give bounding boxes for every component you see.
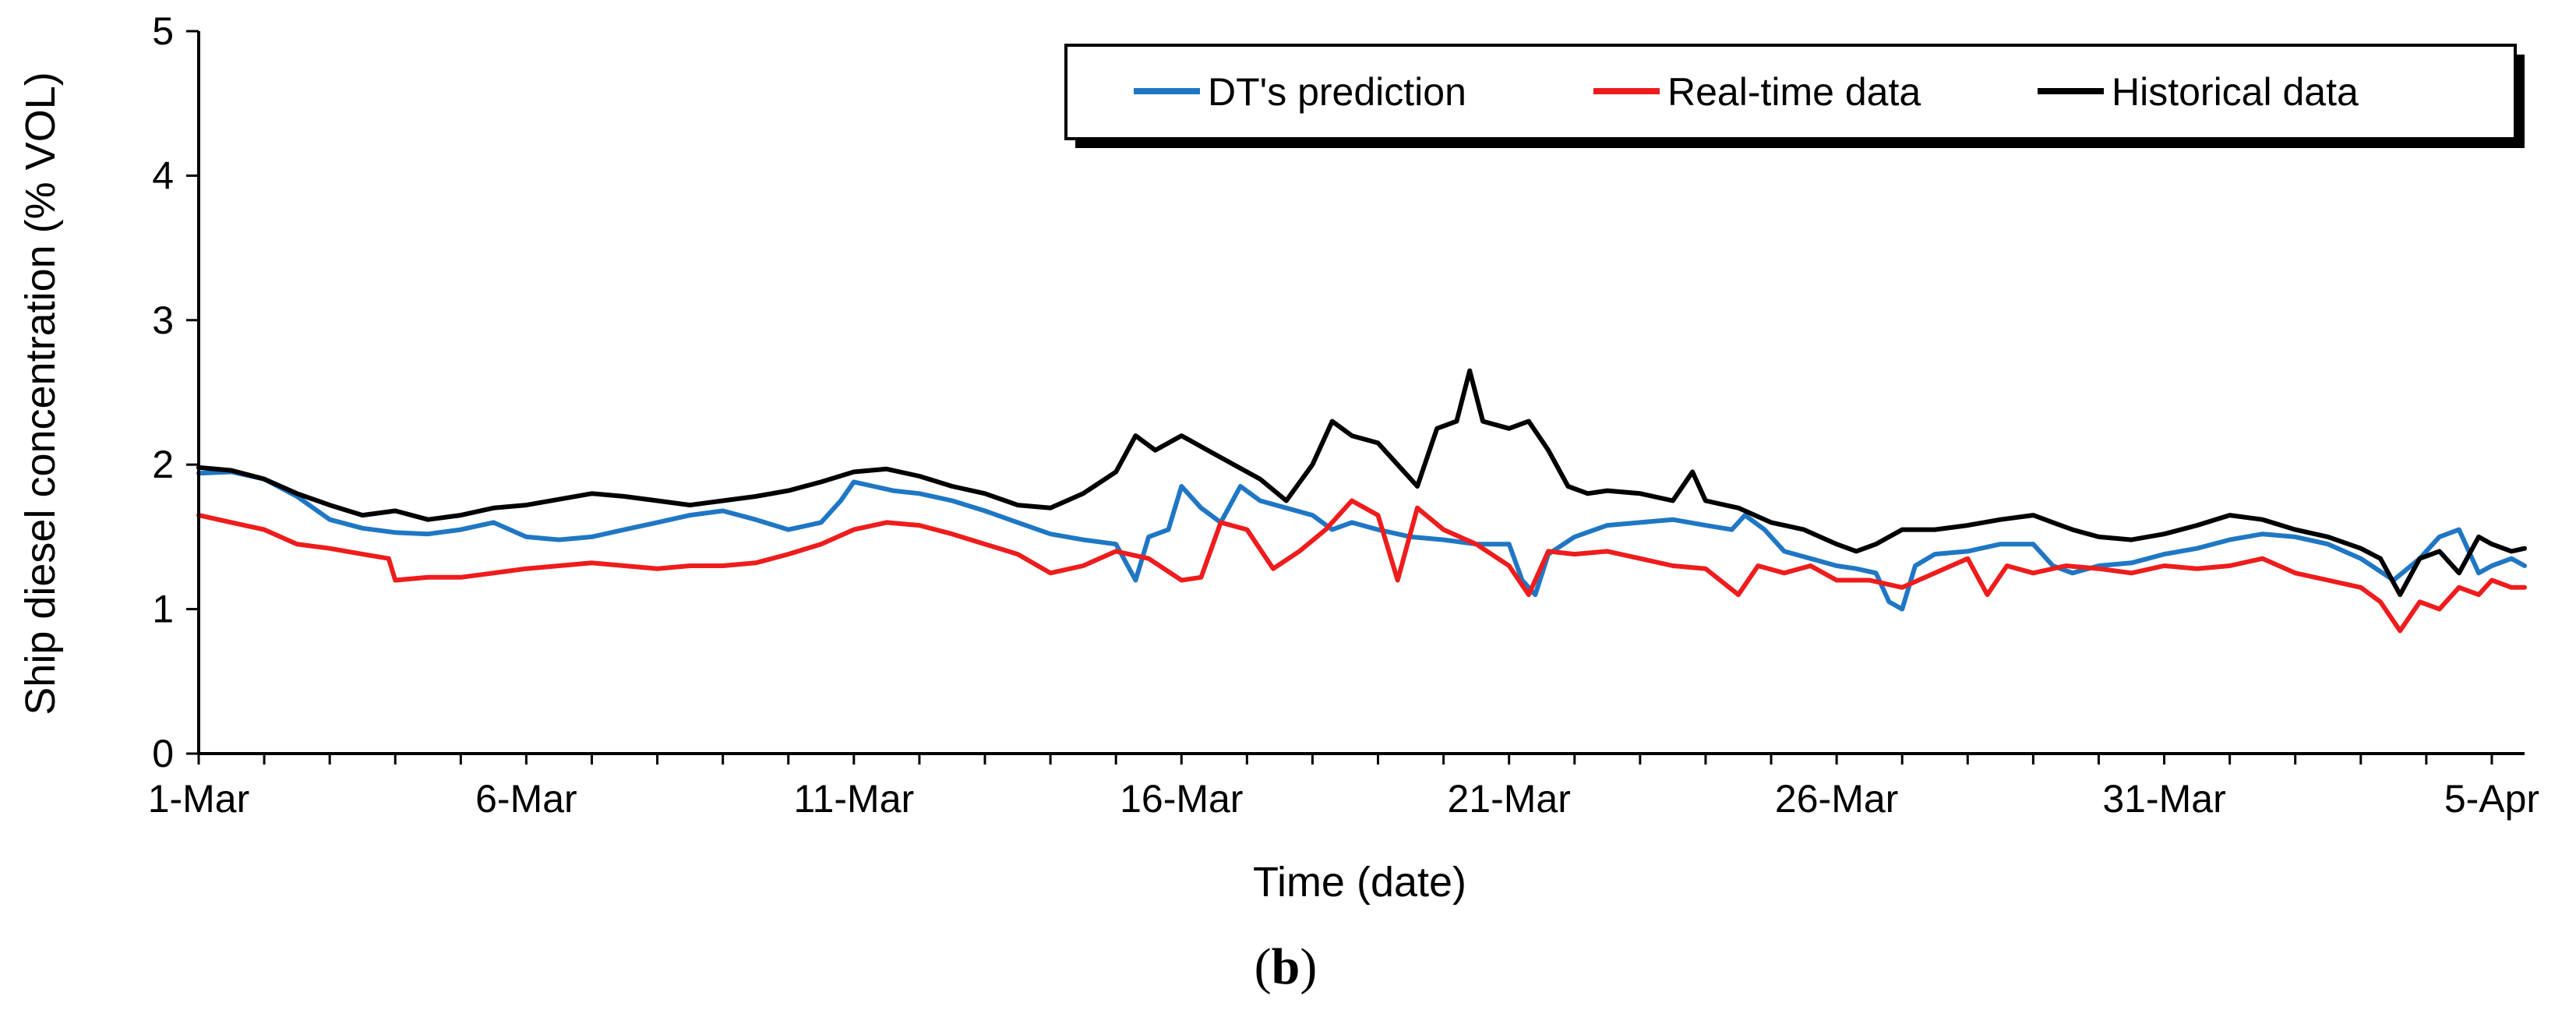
x-tick-label: 11-Mar	[794, 777, 915, 821]
legend-box	[1064, 44, 2517, 140]
x-tick-label: 26-Mar	[1775, 777, 1898, 821]
x-tick-label: 21-Mar	[1448, 777, 1571, 821]
caption-letter: b	[1272, 938, 1300, 995]
y-tick-label: 1	[152, 588, 174, 631]
y-tick-label: 2	[152, 443, 174, 486]
series-layer	[196, 368, 2527, 634]
caption-open: (	[1254, 938, 1272, 995]
x-tick-label: 16-Mar	[1120, 777, 1243, 821]
y-tick-label: 0	[152, 732, 174, 775]
x-axis-title: Time (date)	[1253, 859, 1466, 906]
y-tick-label: 4	[152, 154, 174, 197]
series-line-real-time-data	[196, 498, 2527, 634]
series-line-historical-data	[196, 368, 2527, 598]
x-tick-label: 1-Mar	[148, 777, 250, 821]
x-tick-label: 5-Apr	[2444, 777, 2539, 821]
legend: DT's prediction Real-time data Historical …	[1064, 44, 2525, 148]
caption-close: )	[1300, 938, 1317, 995]
legend-label: Historical data	[2112, 70, 2359, 114]
x-tick-label: 6-Mar	[475, 777, 577, 821]
y-tick-label: 5	[152, 9, 174, 53]
series-line-dt-s-prediction	[196, 469, 2527, 612]
legend-label: Real-time data	[1667, 70, 1921, 114]
y-tick-label: 3	[152, 298, 174, 342]
y-axis-title: Ship diesel concentration (% VOL)	[17, 72, 64, 715]
x-tick-label: 31-Mar	[2102, 777, 2225, 821]
y-ticks: 0 1 2 3 4 5	[152, 9, 199, 775]
caption-label: (b)	[1254, 938, 1318, 995]
legend-items: DT's prediction Real-time data Historical …	[1134, 70, 2359, 114]
legend-label: DT's prediction	[1208, 70, 1466, 114]
x-ticks: 1-Mar 6-Mar 11-Mar 16-Mar 21-Mar 26-Mar 31-Mar…	[148, 754, 2539, 821]
